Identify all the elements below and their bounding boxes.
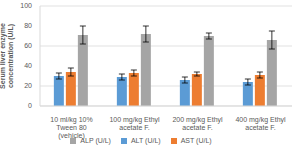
html-text:AST (U/L): AST (U/L) xyxy=(180,137,212,144)
svg-text:Serum liver enzymeconcentratio: Serum liver enzymeconcentration (U/L) xyxy=(8,23,15,89)
svg-text:80: 80 xyxy=(24,22,32,29)
svg-text:10 ml/kg 10%Tween 80(vehicle): 10 ml/kg 10%Tween 80(vehicle) xyxy=(50,116,92,140)
svg-text:100: 100 xyxy=(20,2,32,9)
html-text:Serum liver enzyme: Serum liver enzyme xyxy=(0,23,6,89)
html-text:ALT (U/L): ALT (U/L) xyxy=(131,137,161,144)
svg-text:200 mg/kg Ethylacetate F.: 200 mg/kg Ethylacetate F. xyxy=(172,116,223,131)
svg-text:0: 0 xyxy=(28,102,32,109)
html-text:ALP (U/L): ALP (U/L) xyxy=(80,137,111,144)
svg-text:100 mg/kg Ethylacetate F.: 100 mg/kg Ethylacetate F. xyxy=(109,116,160,131)
svg-text:40: 40 xyxy=(24,62,32,69)
svg-text:400 mg/kg Ethylacetate F.: 400 mg/kg Ethylacetate F. xyxy=(235,116,286,131)
svg-text:60: 60 xyxy=(24,42,32,49)
svg-text:20: 20 xyxy=(24,82,32,89)
